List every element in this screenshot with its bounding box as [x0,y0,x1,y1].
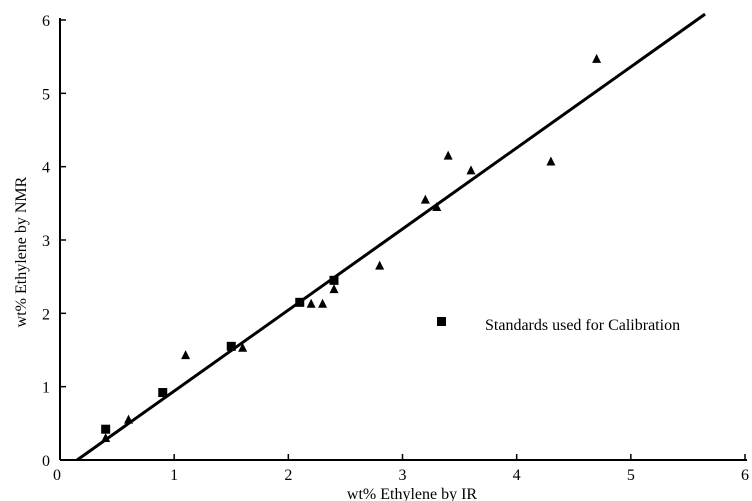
triangle-point [375,260,385,270]
y-tick-label: 5 [42,86,50,103]
triangle-point [432,202,442,211]
square-point [226,341,236,351]
x-tick-label: 5 [627,467,635,484]
y-tick-label: 1 [42,380,50,397]
triangle-point [592,53,602,63]
x-tick-label: 1 [170,467,178,484]
triangle-point [101,433,111,442]
y-ticks: 0 1 2 3 4 5 6 [42,13,66,470]
x-tick-label: 4 [513,467,521,484]
x-tick-label: 3 [399,467,407,484]
triangle-point [443,150,453,160]
legend-marker-square [437,317,446,326]
square-point [101,424,111,434]
y-tick-label: 3 [42,233,50,250]
x-tick-label: 2 [284,467,292,484]
square-point [295,297,305,307]
triangle-point [546,156,556,166]
y-tick-label: 0 [42,453,50,470]
triangle-point [306,298,316,308]
triangle-point [318,298,328,308]
triangle-point [420,194,430,204]
y-tick-label: 4 [42,160,50,177]
triangle-point [181,350,191,360]
legend-label: Standards used for Calibration [485,317,680,334]
fit-line [76,12,706,462]
square-point [158,388,168,398]
x-tick-label: 6 [741,467,749,484]
y-tick-label: 2 [42,306,50,323]
square-point [329,275,339,285]
axes: 0 1 2 3 4 5 6 0 1 2 3 4 5 6 [42,13,749,484]
triangle-point [466,165,476,175]
x-axis-label: wt% Ethylene by IR [347,486,478,501]
triangle-point [124,414,133,424]
x-ticks: 0 1 2 3 4 5 6 [53,454,749,484]
y-axis-label: wt% Ethylene by NMR [13,176,30,327]
legend: Standards used for Calibration [437,317,680,334]
triangle-point [238,342,248,352]
x-tick-label: 0 [53,467,61,484]
y-tick-label: 6 [42,13,50,30]
data-points [101,53,602,442]
triangle-point [329,284,339,294]
